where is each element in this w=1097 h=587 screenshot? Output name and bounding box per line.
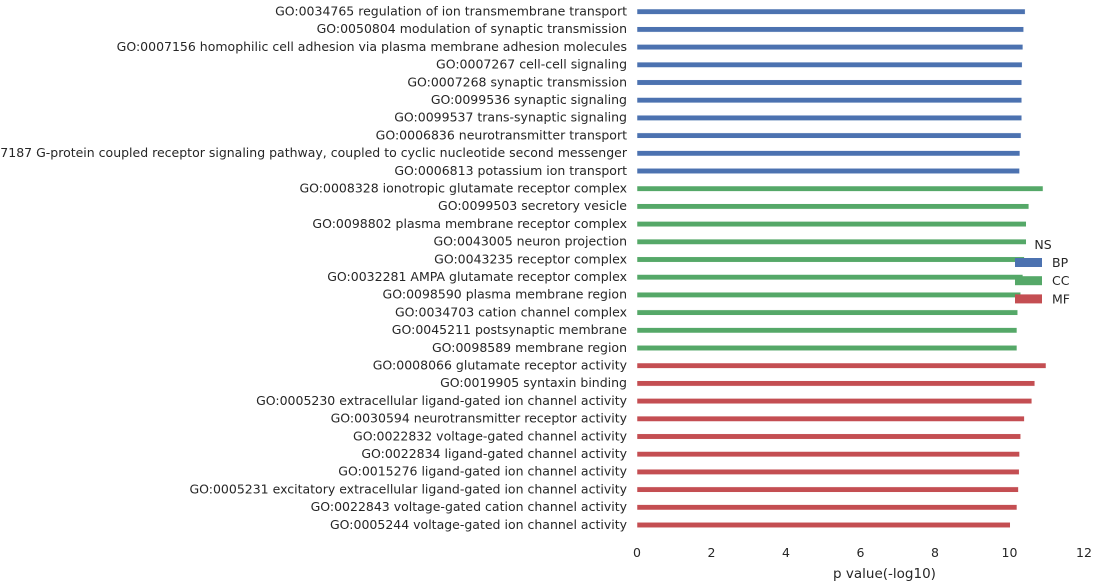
category-label: GO:0030594 neurotransmitter receptor act…: [331, 411, 628, 426]
bar-bp: [636, 132, 1022, 139]
category-label: GO:0022832 voltage-gated channel activit…: [353, 428, 628, 443]
bar-mf: [636, 468, 1020, 475]
bar-cc: [636, 274, 1024, 281]
category-label: GO:0007268 synaptic transmission: [407, 74, 627, 89]
bar-mf: [636, 433, 1021, 440]
bar-cc: [636, 185, 1044, 192]
category-label: GO:0005230 extracellular ligand-gated io…: [256, 393, 628, 408]
category-label: GO:0008066 glutamate receptor activity: [373, 358, 628, 373]
category-label: GO:0032281 AMPA glutamate receptor compl…: [327, 269, 627, 284]
x-tick-label: 2: [708, 545, 716, 560]
bar-bp: [636, 114, 1023, 121]
x-tick-label: 8: [931, 545, 939, 560]
bar-cc: [636, 203, 1030, 210]
category-label: GO:0008328 ionotropic glutamate receptor…: [300, 181, 628, 196]
legend-label-cc: CC: [1052, 273, 1070, 288]
bar-cc: [636, 221, 1027, 228]
x-tick-label: 0: [633, 545, 641, 560]
bar-cc: [636, 291, 1021, 298]
bar-mf: [636, 504, 1018, 511]
category-label: GO:0022834 ligand-gated channel activity: [361, 446, 627, 461]
category-label: GO:0005244 voltage-gated ion channel act…: [330, 517, 628, 532]
category-label: GO:0006813 potassium ion transport: [394, 163, 627, 178]
bar-cc: [636, 309, 1018, 316]
legend: NS BP CC MF: [1015, 237, 1070, 306]
x-axis: 0 2 4 6 8 10 12: [633, 545, 1092, 560]
bar-bp: [636, 26, 1024, 33]
legend-swatch-cc: [1015, 276, 1042, 286]
x-tick-label: 6: [857, 545, 865, 560]
category-labels: GO:0034765 regulation of ion transmembra…: [0, 4, 628, 532]
category-label: GO:0034703 cation channel complex: [395, 304, 627, 319]
bar-bp: [636, 61, 1023, 68]
legend-label-bp: BP: [1052, 255, 1069, 270]
category-label: GO:0043235 receptor complex: [434, 251, 627, 266]
bar-cc: [636, 256, 1025, 263]
bar-cc: [636, 345, 1018, 351]
category-label: GO:0005231 excitatory extracellular liga…: [189, 481, 627, 496]
category-label: GO:0043005 neuron projection: [433, 234, 627, 249]
bar-mf: [636, 522, 1011, 528]
bar-bp: [636, 79, 1023, 86]
category-label: GO:0007267 cell-cell signaling: [436, 57, 627, 72]
category-label: GO:0045211 postsynaptic membrane: [392, 322, 628, 337]
bar-cc: [636, 238, 1027, 245]
bar-mf: [636, 415, 1025, 422]
bar-mf: [636, 398, 1033, 405]
legend-title: NS: [1034, 237, 1051, 252]
x-tick-label: 10: [1002, 545, 1018, 560]
category-label: GO:0019905 syntaxin binding: [440, 375, 627, 390]
x-axis-label: p value(-log10): [833, 566, 936, 582]
category-label: GO:0099537 trans-synaptic signaling: [394, 110, 627, 125]
bar-mf: [636, 362, 1047, 369]
category-label: GO:0098802 plasma membrane receptor comp…: [312, 216, 627, 231]
category-label: GO:0099503 secretory vesicle: [438, 198, 627, 213]
bar-bp: [636, 44, 1024, 51]
category-label: GO:0015276 ligand-gated ion channel acti…: [338, 464, 627, 479]
legend-swatch-mf: [1015, 294, 1042, 304]
bar-mf: [636, 380, 1036, 387]
bars: [636, 8, 1047, 528]
category-label: GO:0034765 regulation of ion transmembra…: [275, 4, 627, 19]
category-label: GO:0098589 membrane region: [432, 340, 627, 355]
bar-bp: [636, 168, 1020, 174]
category-label: GO:0006836 neurotransmitter transport: [376, 127, 627, 142]
bar-bp: [636, 97, 1023, 104]
bar-cc: [636, 327, 1018, 334]
legend-swatch-bp: [1015, 258, 1042, 267]
bar-mf: [636, 486, 1019, 493]
category-label: GO:0007156 homophilic cell adhesion via …: [117, 39, 627, 54]
x-tick-label: 4: [782, 545, 790, 560]
category-label: GO:0099536 synaptic signaling: [431, 92, 627, 107]
category-label: GO:0022843 voltage-gated cation channel …: [311, 499, 628, 514]
category-label: GO:0050804 modulation of synaptic transm…: [317, 21, 627, 36]
category-label: GO:0098590 plasma membrane region: [383, 287, 627, 302]
bar-bp: [636, 8, 1026, 15]
bar-bp: [636, 150, 1021, 157]
legend-label-mf: MF: [1052, 291, 1070, 306]
bar-mf: [636, 451, 1020, 458]
category-label: GO:0007187 G-protein coupled receptor si…: [0, 145, 628, 160]
x-tick-label: 12: [1076, 545, 1092, 560]
